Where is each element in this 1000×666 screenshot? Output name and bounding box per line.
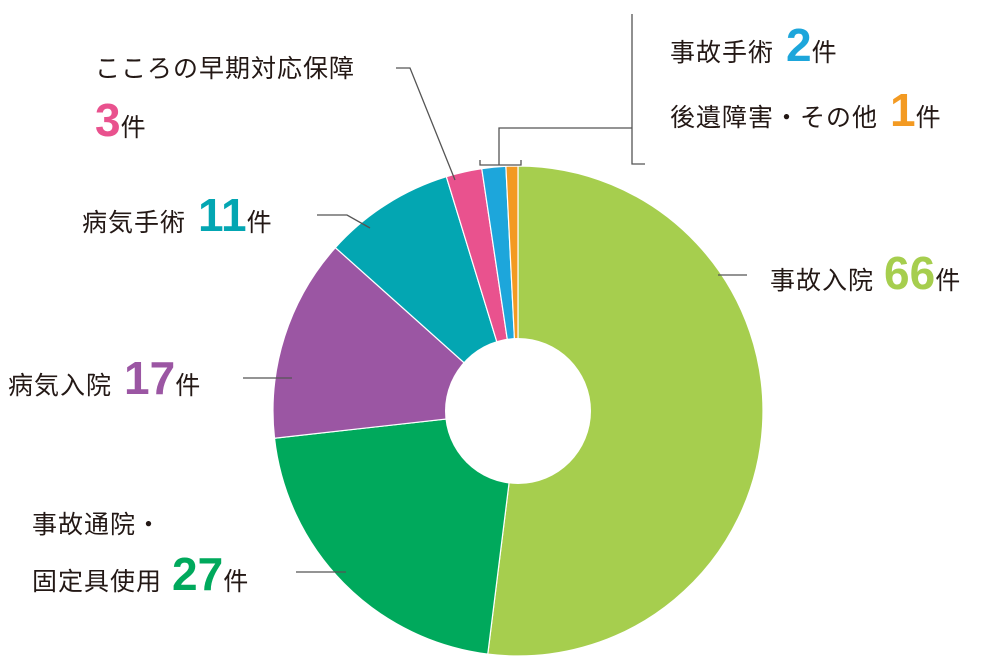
leader-line-mental-care — [396, 67, 456, 181]
label-accident-outpatient: 事故通院・ 固定具使用 27件 — [32, 512, 248, 597]
slice-accident-outpatient — [273, 410, 519, 655]
slice-accident-hospital — [487, 165, 764, 657]
leader-lines — [243, 14, 747, 573]
label-name-line-1: 事故通院・ — [32, 510, 163, 539]
donut-hole — [445, 338, 591, 484]
label-unit: 件 — [120, 113, 146, 142]
label-name: 病気手術 — [82, 208, 187, 237]
label-accident-surgery: 事故手術 2件 — [670, 22, 837, 68]
label-name: 後遺障害・その他 — [670, 103, 879, 132]
label-unit: 件 — [935, 266, 961, 295]
label-aftereffects-other: 後遺障害・その他 1件 — [670, 87, 941, 133]
leader-line-illness-surgery — [317, 214, 371, 229]
label-bracket-right — [631, 14, 645, 165]
label-value: 3 — [95, 94, 121, 146]
label-unit: 件 — [175, 371, 201, 400]
label-unit: 件 — [246, 208, 272, 237]
label-illness-hospital: 病気入院 17件 — [8, 355, 200, 401]
label-accident-hospital: 事故入院 66件 — [770, 250, 960, 296]
label-name: 事故入院 — [770, 266, 875, 295]
leader-line-small-slices — [498, 127, 632, 165]
label-value: 11 — [198, 189, 247, 241]
label-name: こころの早期対応保障 — [95, 54, 356, 83]
label-mental-care: こころの早期対応保障 3件 — [95, 56, 355, 143]
label-value: 27 — [172, 548, 224, 600]
label-value: 2 — [786, 19, 812, 71]
label-value: 1 — [890, 84, 916, 136]
label-value: 66 — [884, 247, 936, 299]
slice-illness-surgery — [334, 175, 520, 413]
leader-bracket-small-slices — [479, 160, 522, 166]
label-unit: 件 — [915, 103, 941, 132]
label-name-line-2: 固定具使用 — [32, 567, 163, 596]
label-illness-surgery: 病気手術 11件 — [82, 192, 272, 238]
label-unit: 件 — [223, 567, 249, 596]
label-name: 事故手術 — [670, 38, 775, 67]
label-name: 病気入院 — [8, 371, 113, 400]
label-value: 17 — [124, 352, 176, 404]
label-unit: 件 — [811, 38, 837, 67]
